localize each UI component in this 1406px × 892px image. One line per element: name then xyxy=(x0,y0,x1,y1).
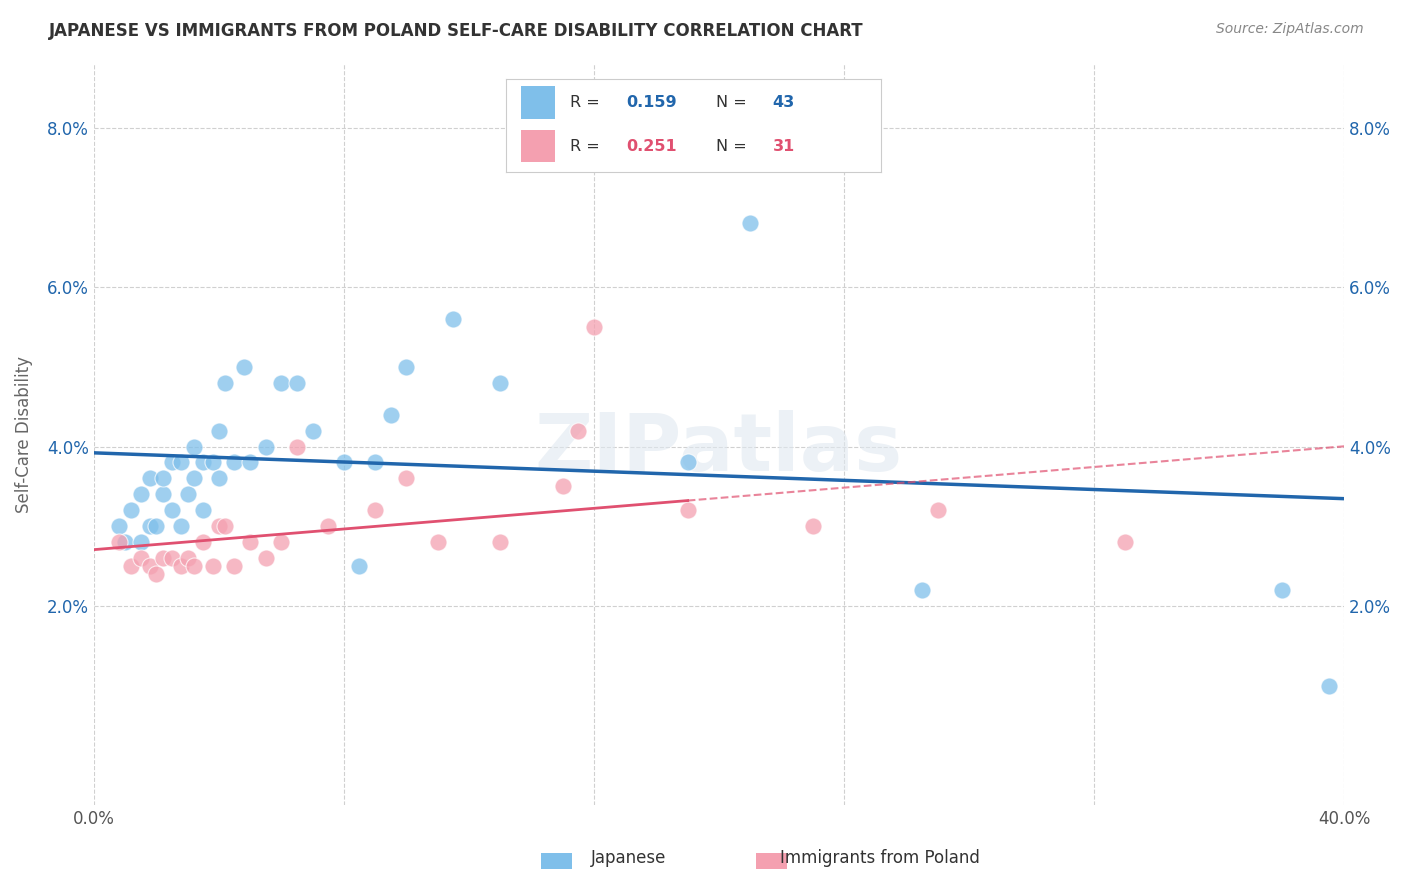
Point xyxy=(129,487,152,501)
Point xyxy=(270,376,292,390)
Point xyxy=(489,535,512,549)
Point xyxy=(536,153,558,167)
Point xyxy=(285,440,308,454)
Point xyxy=(201,455,224,469)
Point xyxy=(160,503,183,517)
Point xyxy=(582,320,605,334)
Point xyxy=(364,455,387,469)
Point xyxy=(395,471,418,485)
Point xyxy=(551,479,574,493)
Point xyxy=(301,424,323,438)
Point xyxy=(191,455,214,469)
Point xyxy=(145,567,167,582)
Point xyxy=(740,216,762,230)
Point xyxy=(152,471,174,485)
Text: JAPANESE VS IMMIGRANTS FROM POLAND SELF-CARE DISABILITY CORRELATION CHART: JAPANESE VS IMMIGRANTS FROM POLAND SELF-… xyxy=(49,22,863,40)
Point xyxy=(254,440,277,454)
Point xyxy=(285,376,308,390)
Point xyxy=(395,359,418,374)
Point xyxy=(208,471,231,485)
Point xyxy=(191,535,214,549)
Point xyxy=(152,487,174,501)
Point xyxy=(139,471,162,485)
Point xyxy=(333,455,356,469)
Y-axis label: Self-Care Disability: Self-Care Disability xyxy=(15,356,32,513)
Point xyxy=(170,455,193,469)
Point xyxy=(160,551,183,566)
Point xyxy=(232,359,254,374)
Point xyxy=(139,519,162,533)
Point xyxy=(214,376,236,390)
Point xyxy=(254,551,277,566)
Point xyxy=(224,455,246,469)
Point xyxy=(107,519,129,533)
Point xyxy=(316,519,339,533)
Point xyxy=(120,559,142,574)
Point xyxy=(208,424,231,438)
Point xyxy=(380,408,402,422)
Point xyxy=(114,535,136,549)
Point xyxy=(239,535,262,549)
Point xyxy=(911,582,934,597)
Point xyxy=(349,559,371,574)
Point xyxy=(426,535,449,549)
Point xyxy=(441,312,464,326)
Point xyxy=(183,440,205,454)
Point xyxy=(152,551,174,566)
Point xyxy=(676,503,699,517)
Point xyxy=(208,519,231,533)
Point xyxy=(239,455,262,469)
Point xyxy=(270,535,292,549)
Point xyxy=(160,455,183,469)
Point xyxy=(129,551,152,566)
Point xyxy=(183,559,205,574)
Point xyxy=(176,487,198,501)
Point xyxy=(224,559,246,574)
Point xyxy=(489,376,512,390)
Point xyxy=(170,559,193,574)
Point xyxy=(176,551,198,566)
Point xyxy=(201,559,224,574)
Point xyxy=(364,503,387,517)
Point xyxy=(567,424,589,438)
Point xyxy=(120,503,142,517)
Text: Immigrants from Poland: Immigrants from Poland xyxy=(780,849,980,867)
Point xyxy=(145,519,167,533)
Point xyxy=(1317,679,1340,693)
Point xyxy=(927,503,949,517)
Point xyxy=(183,471,205,485)
Point xyxy=(676,455,699,469)
Text: Japanese: Japanese xyxy=(591,849,666,867)
Point xyxy=(170,519,193,533)
Text: Source: ZipAtlas.com: Source: ZipAtlas.com xyxy=(1216,22,1364,37)
Point xyxy=(107,535,129,549)
Point xyxy=(129,535,152,549)
Point xyxy=(191,503,214,517)
Point xyxy=(139,559,162,574)
Point xyxy=(801,519,824,533)
Text: ZIPatlas: ZIPatlas xyxy=(534,410,903,489)
Point xyxy=(214,519,236,533)
Point xyxy=(1271,582,1294,597)
Point xyxy=(1114,535,1136,549)
